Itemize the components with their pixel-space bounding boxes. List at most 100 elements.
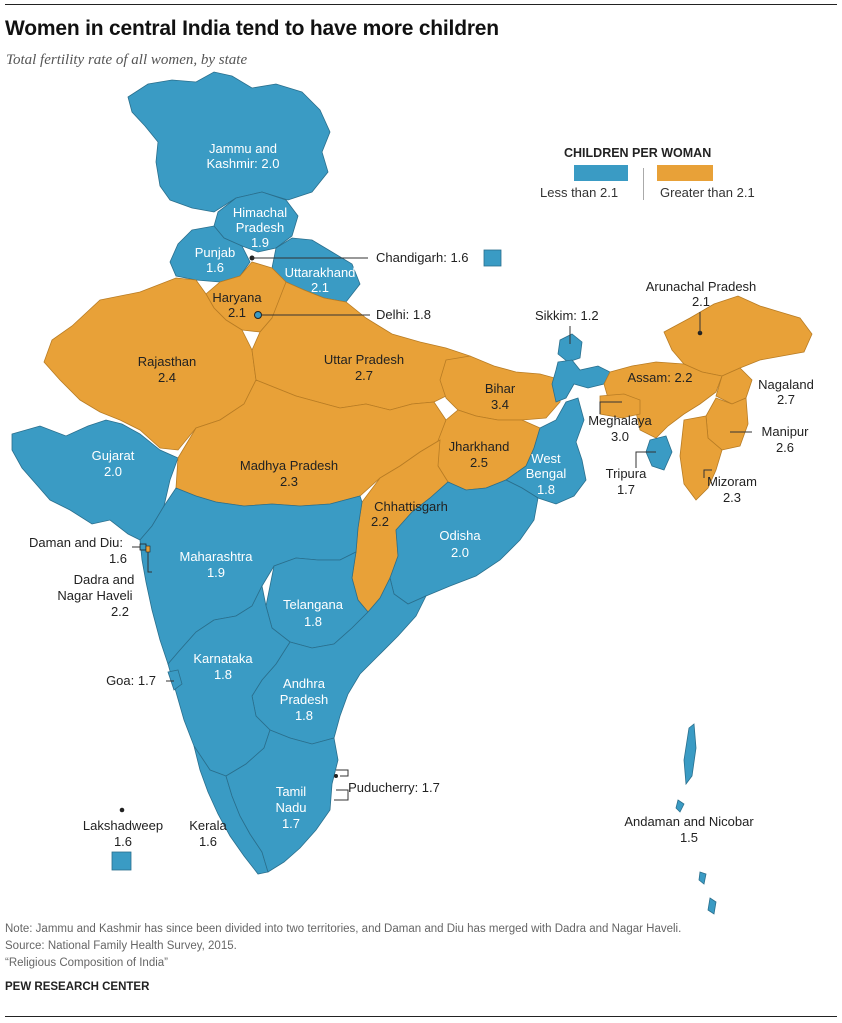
label-assam: Assam: 2.2 (627, 370, 692, 385)
label-andhra-value: 1.8 (295, 708, 313, 723)
label-tripura-value: 1.7 (617, 482, 635, 497)
brand-logo-text: PEW RESEARCH CENTER (5, 981, 150, 993)
label-delhi: Delhi: 1.8 (376, 307, 431, 322)
report-text: “Religious Composition of India” (5, 957, 168, 969)
label-andhra-1: Andhra (283, 676, 326, 691)
label-himachal-1: Himachal (233, 205, 287, 220)
label-dadra-value: 2.2 (111, 604, 129, 619)
legend-swatch-greater (657, 165, 713, 181)
label-chandigarh: Chandigarh: 1.6 (376, 250, 469, 265)
label-dadra-2: Nagar Haveli (57, 588, 132, 603)
legend-label-greater: Greater than 2.1 (660, 185, 755, 200)
region-sikkim (557, 333, 583, 363)
bottom-rule (5, 1016, 837, 1017)
label-daman-value: 1.6 (109, 551, 127, 566)
leader-dadra (147, 552, 152, 573)
label-arunachal-value: 2.1 (692, 294, 710, 309)
label-west-bengal-2: Bengal (526, 466, 567, 481)
leader-tripura (635, 451, 656, 468)
label-haryana-value: 2.1 (228, 305, 246, 320)
label-kerala-value: 1.6 (199, 834, 217, 849)
lakshadweep-dot (119, 807, 125, 813)
label-andaman-value: 1.5 (680, 830, 698, 845)
legend-separator (643, 168, 644, 200)
region-uttar-pradesh (251, 281, 473, 411)
daman-marker (139, 543, 147, 551)
region-lakshadweep-box (111, 851, 132, 871)
label-jk-1: Jammu and (209, 141, 277, 156)
label-lakshadweep: Lakshadweep (83, 818, 163, 833)
region-mizoram (679, 415, 723, 501)
label-jharkhand-value: 2.5 (470, 455, 488, 470)
region-andaman-2 (675, 799, 685, 813)
label-telangana-value: 1.8 (304, 614, 322, 629)
label-tamil-nadu-value: 1.7 (282, 816, 300, 831)
label-bihar: Bihar (485, 381, 516, 396)
label-west-bengal-1: West (531, 451, 561, 466)
leader-meghalaya (599, 401, 622, 414)
label-odisha: Odisha (439, 528, 481, 543)
delhi-dot (254, 311, 262, 319)
label-uttar-pradesh: Uttar Pradesh (324, 352, 404, 367)
label-himachal-value: 1.9 (251, 235, 269, 250)
label-maharashtra: Maharashtra (180, 549, 254, 564)
legend-swatch-less (574, 165, 628, 181)
label-sikkim: Sikkim: 1.2 (535, 308, 599, 323)
region-tamil-nadu (225, 729, 339, 873)
legend-title: CHILDREN PER WOMAN (564, 146, 712, 160)
label-puducherry: Puducherry: 1.7 (348, 780, 440, 795)
legend-label-less: Less than 2.1 (540, 185, 619, 200)
label-madhya-pradesh-value: 2.3 (280, 474, 298, 489)
label-arunachal: Arunachal Pradesh (646, 279, 757, 294)
region-chandigarh-box (483, 249, 502, 267)
label-nagaland: Nagaland (758, 377, 814, 392)
label-uttarakhand: Uttarakhand (285, 265, 356, 280)
label-gujarat-value: 2.0 (104, 464, 122, 479)
label-madhya-pradesh: Madhya Pradesh (240, 458, 338, 473)
label-punjab: Punjab (195, 245, 235, 260)
label-goa: Goa: 1.7 (106, 673, 156, 688)
region-arunachal-pradesh (663, 295, 813, 377)
label-mizoram-value: 2.3 (723, 490, 741, 505)
region-west-bengal (505, 397, 587, 505)
dadra-marker (145, 545, 151, 553)
label-kerala: Kerala (189, 818, 227, 833)
region-nicobar-1 (698, 871, 707, 885)
region-odisha (389, 479, 539, 605)
label-odisha-value: 2.0 (451, 545, 469, 560)
source-text: Source: National Family Health Survey, 2… (5, 940, 237, 952)
puducherry-dot (334, 774, 338, 778)
label-karnataka: Karnataka (193, 651, 253, 666)
label-uttar-pradesh-value: 2.7 (355, 368, 373, 383)
label-mizoram: Mizoram (707, 474, 757, 489)
region-bihar (439, 355, 563, 421)
label-haryana: Haryana (212, 290, 262, 305)
label-jharkhand: Jharkhand (449, 439, 510, 454)
label-chhattisgarh: Chhattisgarh (374, 499, 448, 514)
label-rajasthan: Rajasthan (138, 354, 197, 369)
label-telangana: Telangana (283, 597, 344, 612)
label-himachal-2: Pradesh (236, 220, 284, 235)
label-manipur-value: 2.6 (776, 440, 794, 455)
label-andhra-2: Pradesh (280, 692, 328, 707)
region-jammu-kashmir (127, 71, 331, 213)
label-meghalaya: Meghalaya (588, 413, 652, 428)
label-lakshadweep-value: 1.6 (114, 834, 132, 849)
label-bihar-value: 3.4 (491, 397, 509, 412)
note-text: Note: Jammu and Kashmir has since been d… (5, 923, 682, 935)
label-jk-2: Kashmir: 2.0 (207, 156, 280, 171)
label-uttarakhand-value: 2.1 (311, 280, 329, 295)
leader-mizoram (703, 469, 712, 478)
top-rule (5, 4, 837, 5)
label-meghalaya-value: 3.0 (611, 429, 629, 444)
label-rajasthan-value: 2.4 (158, 370, 176, 385)
label-tamil-nadu-1: Tamil (276, 784, 306, 799)
region-west-bengal-north (551, 359, 611, 403)
label-manipur: Manipur (762, 424, 810, 439)
region-nicobar-2 (707, 897, 717, 915)
region-andaman-1 (683, 723, 697, 786)
region-tripura (645, 435, 673, 471)
label-maharashtra-value: 1.9 (207, 565, 225, 580)
label-gujarat: Gujarat (92, 448, 135, 463)
